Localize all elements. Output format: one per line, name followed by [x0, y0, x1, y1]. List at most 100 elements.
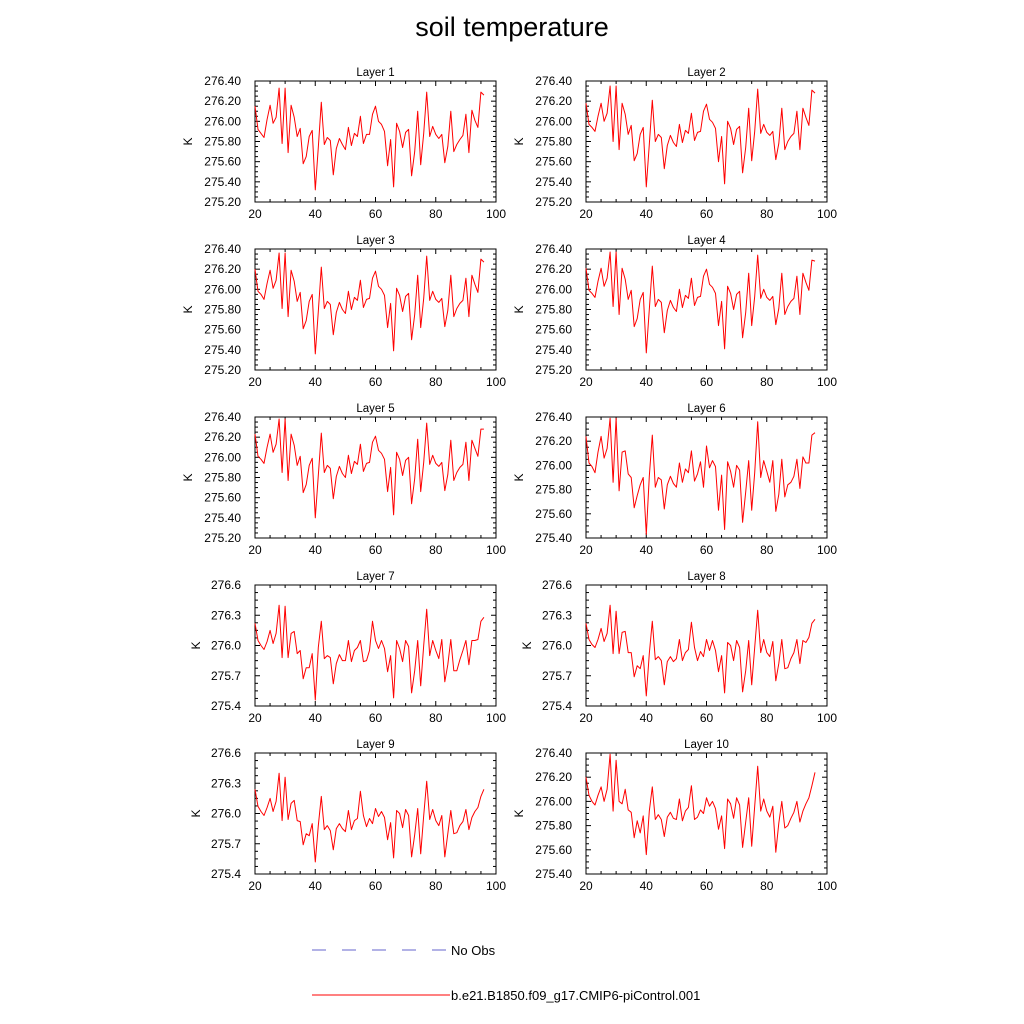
y-tick-label: 275.60 — [535, 155, 572, 169]
y-tick-label: 275.60 — [204, 155, 241, 169]
y-tick-label: 275.40 — [535, 343, 572, 357]
series-line-layer-9 — [254, 772, 485, 863]
y-tick-label: 276.40 — [535, 746, 572, 760]
y-tick-label: 275.4 — [211, 699, 241, 713]
y-tick-label: 276.00 — [535, 114, 572, 128]
y-tick-label: 275.7 — [542, 669, 572, 683]
series-line-layer-3 — [254, 252, 485, 355]
y-tick-label: 275.40 — [204, 175, 241, 189]
series-line-layer-7 — [254, 604, 485, 701]
y-tick-label: 275.20 — [535, 195, 572, 209]
y-tick-label: 275.4 — [211, 867, 241, 881]
y-tick-label: 275.4 — [542, 699, 572, 713]
x-tick-label: 100 — [817, 711, 837, 725]
y-tick-label: 276.6 — [211, 746, 241, 760]
y-tick-label: 276.00 — [535, 282, 572, 296]
y-tick-label: 275.80 — [535, 303, 572, 317]
series-line-layer-1 — [254, 87, 485, 191]
x-tick-label: 20 — [579, 207, 593, 221]
x-tick-label: 100 — [817, 543, 837, 557]
x-tick-label: 60 — [700, 711, 714, 725]
y-tick-label: 276.00 — [535, 794, 572, 808]
x-tick-label: 80 — [760, 543, 774, 557]
x-tick-label: 40 — [309, 375, 323, 389]
y-tick-label: 276.20 — [204, 430, 241, 444]
y-tick-label: 275.20 — [204, 195, 241, 209]
plot-frame-layer-2 — [585, 80, 828, 203]
main-title: soil temperature — [415, 12, 609, 42]
y-tick-label: 275.40 — [204, 511, 241, 525]
x-tick-label: 80 — [760, 207, 774, 221]
y-tick-label: 276.3 — [542, 608, 572, 622]
x-tick-label: 40 — [309, 207, 323, 221]
y-tick-label: 275.60 — [535, 507, 572, 521]
panel-title-layer-1: Layer 1 — [356, 67, 394, 79]
y-tick-label: 275.80 — [535, 483, 572, 497]
plot-frame-layer-9 — [254, 752, 497, 875]
y-tick-label: 276.20 — [204, 94, 241, 108]
panel-title-layer-10: Layer 10 — [684, 739, 729, 751]
x-tick-label: 60 — [700, 207, 714, 221]
panel-title-layer-3: Layer 3 — [356, 235, 394, 247]
plot-frame-layer-6 — [585, 416, 828, 539]
y-axis-label-layer-4: K — [512, 305, 526, 313]
x-tick-label: 60 — [369, 375, 383, 389]
y-tick-label: 275.60 — [204, 491, 241, 505]
panel-layer-9: Layer 9 20 40 60 80 100 275.4 275.7 276.0 276.3 27… — [189, 739, 506, 893]
y-tick-label: 275.60 — [535, 323, 572, 337]
series-line-layer-2 — [585, 85, 816, 188]
x-tick-label: 40 — [309, 711, 323, 725]
x-tick-label: 60 — [369, 207, 383, 221]
x-tick-label: 100 — [486, 543, 506, 557]
plot-frame-layer-8 — [585, 584, 828, 707]
panel-layer-1: Layer 1 20 40 60 80 100 275.20 275.40 275.60 275.… — [181, 67, 506, 221]
x-tick-label: 20 — [248, 543, 262, 557]
panel-title-layer-9: Layer 9 — [356, 739, 394, 751]
y-tick-label: 276.40 — [535, 410, 572, 424]
y-tick-label: 275.80 — [204, 303, 241, 317]
x-tick-label: 100 — [486, 207, 506, 221]
panel-layer-7: Layer 7 20 40 60 80 100 275.4 275.7 276.0 276.3 27… — [189, 571, 506, 725]
y-tick-label: 275.60 — [535, 843, 572, 857]
series-line-layer-4 — [585, 251, 816, 354]
series-line-layer-10 — [585, 753, 816, 856]
x-tick-label: 80 — [760, 879, 774, 893]
x-tick-label: 20 — [248, 375, 262, 389]
y-tick-label: 276.40 — [204, 242, 241, 256]
y-tick-label: 275.80 — [535, 819, 572, 833]
y-tick-label: 275.60 — [204, 323, 241, 337]
y-tick-label: 276.0 — [542, 639, 572, 653]
panel-layer-5: Layer 5 20 40 60 80 100 275.20 275.40 275.60 275.… — [181, 403, 506, 557]
y-tick-label: 276.00 — [204, 114, 241, 128]
y-axis-label-layer-5: K — [181, 473, 195, 481]
x-tick-label: 40 — [309, 543, 323, 557]
x-tick-label: 60 — [369, 543, 383, 557]
y-tick-label: 276.40 — [535, 242, 572, 256]
x-tick-label: 80 — [429, 375, 443, 389]
legend-obs-label: No Obs — [451, 943, 496, 958]
y-tick-label: 276.20 — [204, 262, 241, 276]
x-tick-label: 20 — [579, 543, 593, 557]
series-line-layer-8 — [585, 604, 816, 697]
panel-title-layer-7: Layer 7 — [356, 571, 394, 583]
y-axis-label-layer-7: K — [189, 641, 203, 649]
y-tick-label: 275.20 — [535, 363, 572, 377]
y-tick-label: 276.6 — [211, 578, 241, 592]
x-tick-label: 20 — [248, 711, 262, 725]
x-tick-label: 40 — [640, 207, 654, 221]
x-tick-label: 20 — [248, 879, 262, 893]
panel-layer-3: Layer 3 20 40 60 80 100 275.20 275.40 275.60 275.… — [181, 235, 506, 389]
y-tick-label: 276.40 — [204, 410, 241, 424]
legend-model-label: b.e21.B1850.f09_g17.CMIP6-piControl.001 — [451, 988, 700, 1003]
x-tick-label: 20 — [579, 711, 593, 725]
y-tick-label: 275.20 — [204, 531, 241, 545]
plot-frame-layer-1 — [254, 80, 497, 203]
panel-title-layer-6: Layer 6 — [687, 403, 725, 415]
panel-title-layer-4: Layer 4 — [687, 235, 726, 247]
y-tick-label: 275.80 — [535, 135, 572, 149]
y-tick-label: 275.40 — [535, 867, 572, 881]
x-tick-label: 40 — [640, 711, 654, 725]
x-tick-label: 40 — [640, 543, 654, 557]
y-axis-label-layer-9: K — [189, 809, 203, 817]
